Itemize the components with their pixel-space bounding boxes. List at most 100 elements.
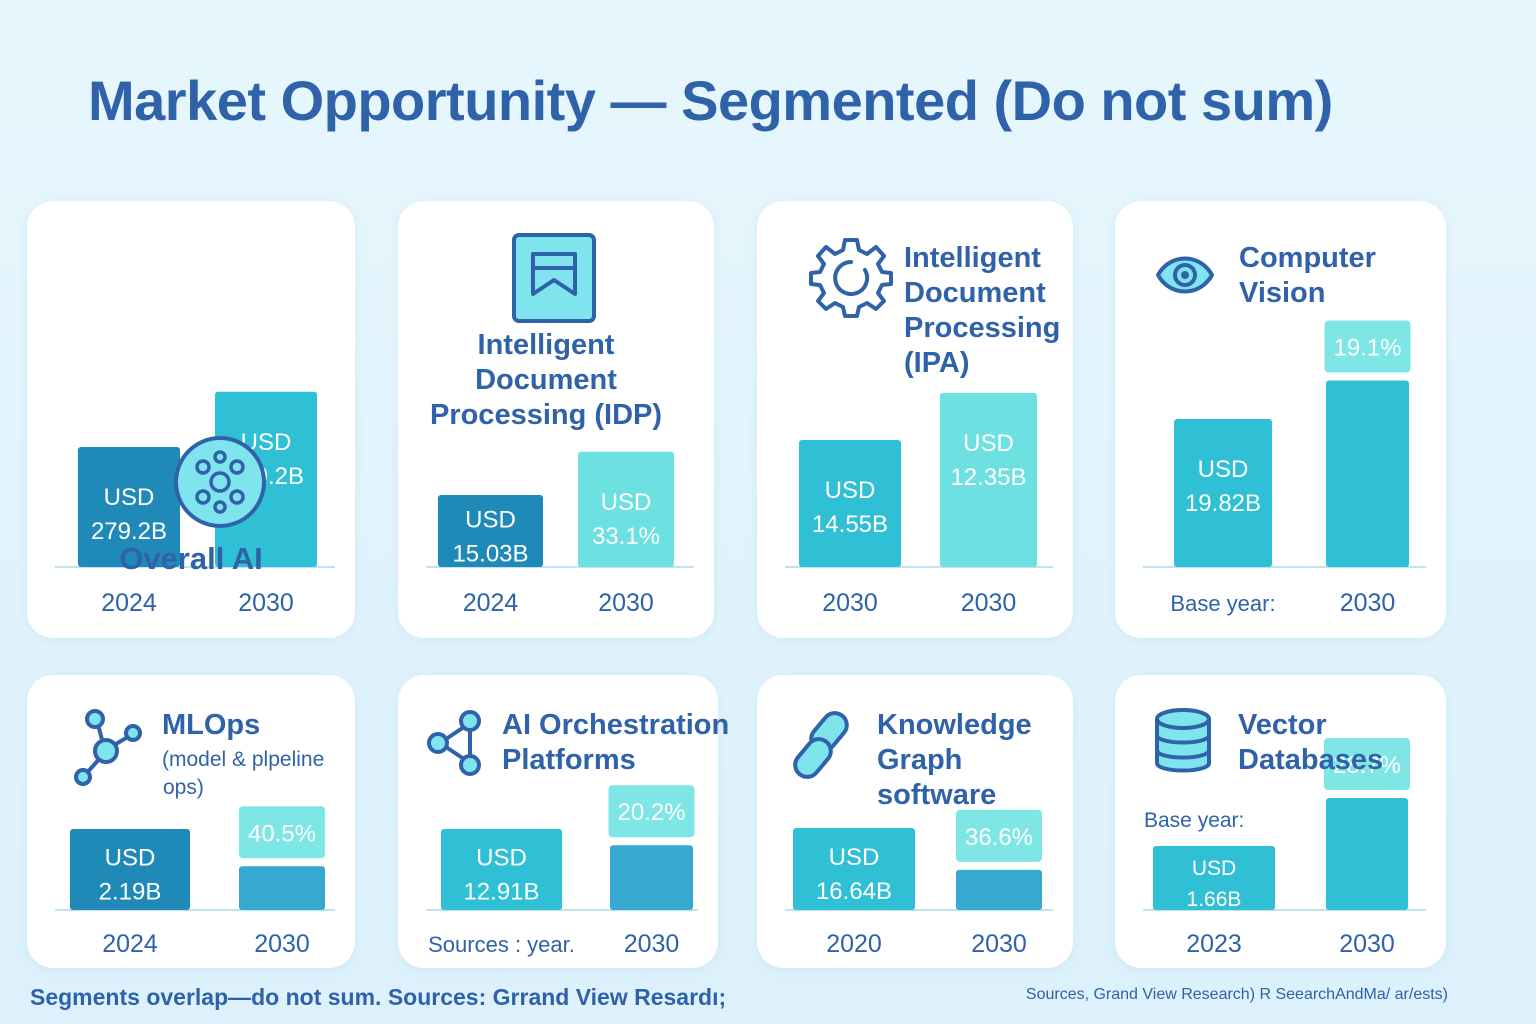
chart-card-knowledge-graph: USD 16.64B 2020 2030 36.6% Knowledge Graph s… (757, 675, 1073, 968)
growth-badge-label: 36.6% (965, 824, 1033, 851)
share-nodes-icon (427, 710, 481, 776)
bar-chart: USD 14.55B 2030 USD 12.35B 2030 (785, 393, 1053, 617)
card-title-line: Databases (1238, 744, 1384, 776)
bar (578, 451, 674, 567)
bar-value-label: 14.55B (812, 511, 888, 538)
card-title: Intelligent Document Processing (IPA) (904, 241, 1069, 381)
bar-value-label: 1.66B (1187, 888, 1242, 911)
bar (239, 866, 325, 910)
card-subtitle-line: Base year: (1144, 809, 1245, 832)
bar-value-label: USD (465, 506, 516, 533)
bar (793, 828, 915, 910)
bar (441, 829, 562, 910)
card-title-line: Processing (IDP) (429, 399, 663, 431)
bar-chart: USD 1.66B 2023 2030 28.7% (1143, 738, 1426, 958)
growth-badge (608, 785, 695, 838)
bar-value-label: USD (104, 484, 155, 511)
card-title-line: MLOps (162, 709, 261, 741)
tick-label: 2030 (1339, 930, 1395, 958)
tick-label: 2030 (971, 930, 1027, 958)
tick-label: 2020 (826, 930, 882, 958)
card-title-line: Vision (1239, 277, 1326, 309)
bar-value-label: USD (1198, 456, 1249, 483)
tick-label: 2030 (961, 589, 1017, 617)
growth-badge (1324, 738, 1410, 790)
footer-note: Segments overlap—do not sum. Sources: Gr… (30, 984, 727, 1010)
chart-card-ai-orchestration: USD 12.91B Sources : year. 2030 20.2% AI Orc… (398, 675, 730, 968)
bar (215, 391, 317, 567)
bar-value-label: USD (829, 844, 880, 871)
bar-value-label: 279.2B (91, 518, 167, 545)
neural-network-icon (174, 436, 266, 528)
card-subtitle-line: (model & plpeline (162, 748, 325, 771)
growth-badge-label: 40.5% (248, 820, 316, 847)
card-title-line: Overall AI (119, 541, 263, 576)
growth-badge-label: 19.1% (1333, 335, 1401, 362)
chart-card-ipa: USD 14.55B 2030 USD 12.35B 2030 Intelligent D… (757, 201, 1073, 638)
bar-chart: USD 15.03B 2024 USD 33.1% 2030 (426, 451, 694, 617)
growth-badge-label: 28.7% (1333, 752, 1401, 779)
tick-label: 2030 (1340, 589, 1396, 617)
chart-card-overall-ai: USD 279.2B 2024 USD 279.2B 2030 Overall AI (27, 201, 355, 638)
tick-label: 2030 (254, 930, 310, 958)
card-title-line: Document (475, 364, 617, 396)
chart-card-computer-vision: USD 19.82B Base year: 2030 19.1% Computer Vi… (1115, 201, 1446, 638)
bar-value-label: 12.35B (950, 464, 1026, 491)
card-title: Computer Vision (1239, 241, 1439, 311)
card-title-line: Knowledge (877, 709, 1032, 741)
tick-label: 2030 (238, 589, 294, 617)
bar-value-label: 33.1% (592, 523, 660, 550)
card-title: Intelligent Document Processing (IDP) (398, 328, 694, 433)
card-title-line: Vector (1238, 709, 1327, 741)
card-title: Vector Databases (1238, 708, 1438, 778)
bar-chart: USD 2.19B 2024 2030 40.5% (55, 806, 335, 958)
database-icon (1155, 708, 1211, 773)
bar (1174, 419, 1272, 567)
card-subtitle: Base year: (1144, 807, 1344, 835)
growth-badge-label: 20.2% (617, 799, 685, 826)
bar (1153, 846, 1275, 910)
eye-icon (1156, 256, 1214, 294)
bar-value-label: 2.19B (99, 878, 162, 905)
bar (956, 869, 1042, 910)
tick-label: 2030 (624, 930, 680, 958)
card-title-line: Intelligent (477, 329, 615, 361)
bar-value-label: USD (476, 844, 527, 871)
tick-label: 2024 (101, 589, 157, 617)
tick-label: 2030 (598, 589, 654, 617)
growth-badge (1324, 320, 1411, 373)
card-title: Overall AI (27, 541, 355, 576)
tick-label: 2023 (1186, 930, 1242, 958)
card-subtitle: (model & plpeline ops) (162, 746, 352, 802)
network-nodes-icon (74, 709, 142, 786)
card-title-line: AI Orchestration (502, 709, 730, 741)
card-title-line: Intelligent (904, 242, 1041, 274)
bar (940, 393, 1037, 567)
card-title-line: Processing (904, 312, 1061, 344)
footer-sources: Sources, Grand View Research) R SeearchA… (1025, 986, 1448, 1003)
gear-icon (809, 238, 893, 318)
bar-value-label: USD (601, 489, 652, 516)
bar-value-label: 12.91B (463, 878, 539, 905)
bar-chart: USD 16.64B 2020 2030 36.6% (785, 809, 1053, 958)
bar-value-label: 15.03B (452, 540, 528, 567)
bar (1326, 380, 1409, 567)
card-title-line: Platforms (502, 744, 636, 776)
bar (438, 495, 543, 567)
card-title-line: Computer (1239, 242, 1376, 274)
bar-value-label: USD (1192, 857, 1236, 880)
tick-label: 2024 (102, 930, 158, 958)
bar (610, 845, 693, 910)
chart-card-idp: USD 15.03B 2024 USD 33.1% 2030 Intelligent Do… (398, 201, 714, 638)
bar-value-label: USD (825, 477, 876, 504)
tick-label: Sources : year. (428, 932, 575, 957)
chain-link-icon (793, 711, 849, 779)
card-title-line: Document (904, 277, 1046, 309)
tick-label: 2024 (463, 589, 519, 617)
card-title: AI Orchestration Platforms (502, 708, 730, 778)
tick-label: 2030 (822, 589, 878, 617)
card-subtitle-line: ops) (163, 776, 204, 799)
chart-card-mlops: USD 2.19B 2024 2030 40.5% MLOps (model & plp… (27, 675, 355, 968)
bar (1326, 798, 1408, 910)
card-title: Knowledge Graph software (877, 708, 1067, 813)
